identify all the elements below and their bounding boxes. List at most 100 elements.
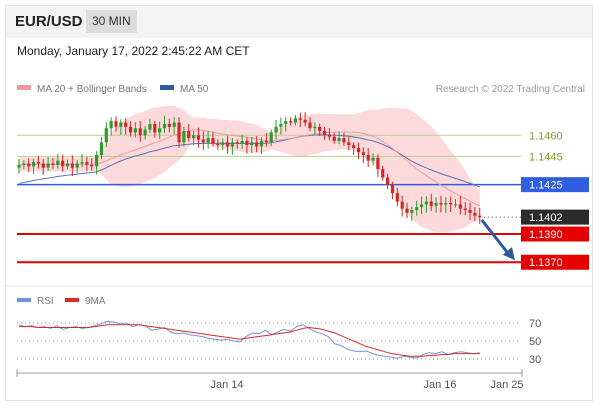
ma-bollinger-legend-swatch [17,85,31,90]
candle-body [124,122,128,127]
candle-body [274,126,278,133]
candle-body [206,138,210,143]
candle-body [104,128,108,143]
rsi-ma-legend-label: 9MA [85,296,106,307]
candle-body [51,163,55,165]
candle-body [289,121,293,123]
level-label-last: 1.1402 [529,212,563,224]
symbol-title: EUR/USD [15,13,83,30]
candle-body [424,201,428,205]
candle-body [172,122,176,127]
candle-body [429,201,433,206]
candle-body [167,123,171,127]
candle-body [22,163,26,165]
candle-body [259,140,264,147]
timeframe-badge[interactable]: 30 MIN [86,10,137,33]
candle-body [361,152,365,156]
candle-body [17,164,21,168]
rsi-legend: RSI 9MA [17,296,106,307]
candle-body [138,128,142,136]
candle-body [269,132,273,143]
candle-body [70,163,74,168]
rsi-series-rsi [18,320,480,359]
candle-body [230,142,234,147]
candle-body [153,123,157,133]
candle-body [386,177,390,185]
candle-body [177,122,181,143]
candle-body [298,118,302,120]
rsi-level-label: 50 [529,336,541,348]
candle-body [61,160,65,167]
time-axis-label: Jan 25 [490,379,523,391]
candle-body [356,147,361,153]
rsi-level-label: 70 [529,318,541,330]
forecast-arrow [480,218,515,261]
candle-body [95,155,99,167]
candle-body [56,160,60,165]
level-label-support: 1.1390 [529,229,563,241]
candle-body [255,142,259,147]
candle-body [313,126,317,129]
candle-body [182,131,186,143]
candle-body [46,163,50,168]
candle-body [463,208,467,211]
candle-body [196,135,201,140]
candle-body [322,131,327,136]
candle-body [187,131,191,139]
candle-body [80,162,84,164]
candle-body [473,212,477,216]
candle-body [119,122,123,127]
copyright-label: Research © 2022 Trading Central [436,84,585,95]
main-legend: MA 20 + Bollinger Bands MA 50 Research ©… [17,84,585,95]
candle-body [449,202,453,205]
candle-body [366,155,370,161]
candle-body [216,143,220,146]
rsi-level-label: 30 [529,354,541,366]
candle-body [303,119,307,123]
candle-body [419,204,424,208]
candle-body [478,215,482,218]
candle-body [201,139,205,143]
candle-body [444,202,448,205]
candle-body [148,123,152,130]
candle-body [458,204,462,209]
candle-body [395,193,399,202]
rsi-series-ma9 [19,324,480,357]
candle-body [371,157,375,161]
candle-body [65,163,70,167]
ma50-legend-swatch [160,85,174,90]
candle-body [192,135,196,139]
candle-body [284,121,288,124]
candle-body [327,135,331,137]
candle-body [410,210,414,213]
level-label-pivot: 1.1425 [529,180,563,192]
forecast-arrow-shaft [480,218,510,255]
candle-body [133,128,137,133]
candle-body [390,184,395,194]
candle-body [158,128,162,133]
rsi-panel: 70 50 30 [17,318,541,366]
candle-body [318,126,322,132]
price-level-labels: 1.1460 1.1445 1.1425 1.1402 1.1390 1.1370 [521,130,589,270]
candle-body [415,207,419,211]
forecast-arrow-head [502,247,515,261]
candle-body [225,142,230,147]
candle-body [381,169,385,178]
candles [17,112,482,224]
candle-body [85,162,89,165]
candle-body [114,121,118,127]
bollinger-band [19,105,480,233]
candle-body [405,208,409,213]
candle-body [352,145,356,148]
candle-body [376,157,380,170]
level-label-resistance: 1.1445 [529,151,563,163]
candle-body [99,142,104,156]
candle-body [453,204,458,206]
timestamp: Monday, January 17, 2022 2:45:22 AM CET [17,44,250,58]
candle-body [109,121,113,129]
candle-body [347,142,351,146]
candle-body [128,126,133,133]
header-bar: EUR/USD 30 MIN [6,6,592,38]
time-axis: Jan 14 Jan 16 Jan 25 [16,369,524,391]
